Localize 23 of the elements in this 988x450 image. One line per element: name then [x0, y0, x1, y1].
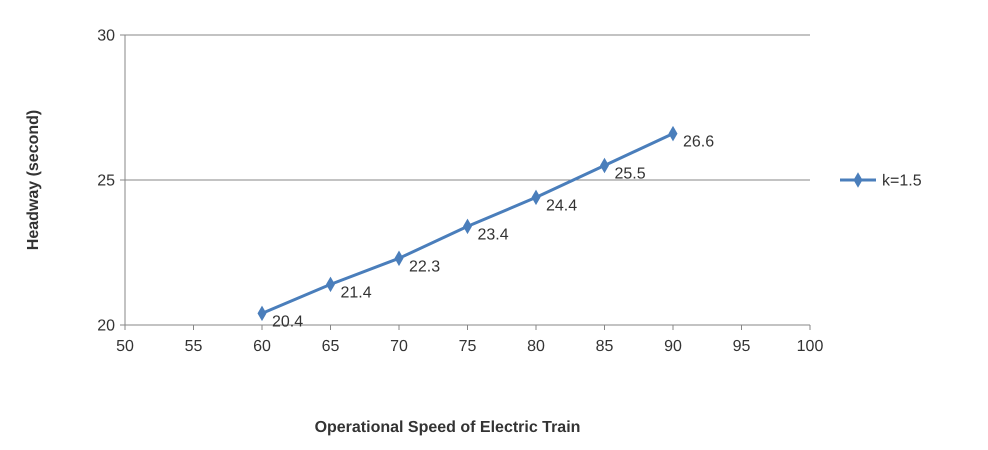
x-tick-label: 100	[796, 338, 824, 355]
data-label: 21.4	[340, 284, 372, 302]
x-tick-label: 95	[732, 338, 750, 355]
x-tick-label: 60	[253, 338, 271, 355]
legend-label: k=1.5	[882, 172, 922, 190]
y-tick-label: 20	[97, 318, 116, 335]
x-tick-label: 85	[596, 338, 614, 355]
x-tick-label: 50	[116, 338, 134, 355]
y-tick-label: 25	[97, 172, 116, 190]
y-axis-title: Headway (second)	[25, 110, 42, 250]
data-label: 23.4	[478, 226, 509, 244]
x-tick-label: 70	[390, 338, 408, 355]
x-tick-label: 80	[527, 338, 545, 355]
y-tick-label: 30	[97, 28, 116, 45]
data-label: 24.4	[546, 197, 578, 214]
data-label: 22.3	[409, 258, 440, 276]
data-label: 25.5	[614, 166, 646, 182]
x-tick-label: 65	[322, 338, 340, 355]
x-tick-label: 55	[184, 338, 202, 355]
x-tick-label: 90	[664, 338, 682, 355]
x-tick-label: 75	[458, 338, 476, 355]
data-label: 26.6	[683, 134, 714, 151]
x-axis-title: Operational Speed of Electric Train	[314, 419, 580, 436]
